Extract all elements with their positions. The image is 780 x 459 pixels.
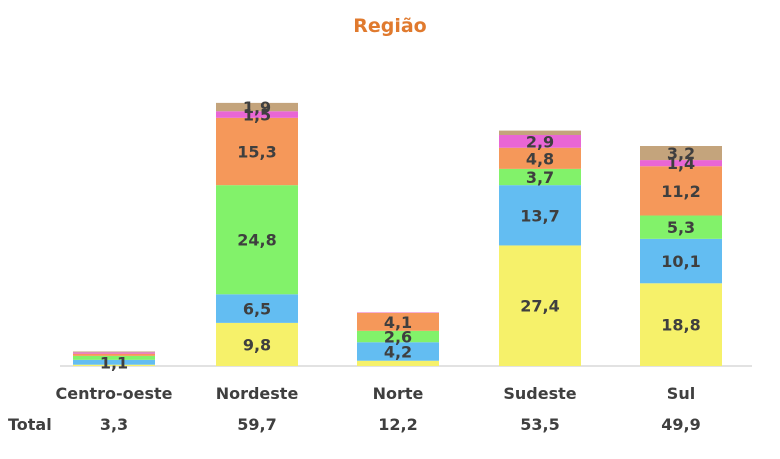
bar-segment-sul-5 <box>640 146 722 161</box>
segment-label-sul-5: 3,2 <box>667 144 695 163</box>
segment-label-norte-1: 4,2 <box>384 342 412 361</box>
segment-label-nordeste-2: 24,8 <box>237 231 276 250</box>
segment-label-nordeste-3: 15,3 <box>237 143 276 162</box>
segment-label-sul-1: 10,1 <box>661 252 700 271</box>
bar-segment-centro-oeste-2 <box>73 355 155 360</box>
bar-segment-sul-3 <box>640 166 722 216</box>
segment-label-norte-2: 2,6 <box>384 328 412 347</box>
category-label-sul: Sul <box>667 384 695 403</box>
segment-label-norte-3: 4,1 <box>384 313 412 332</box>
bar-segment-sudeste-3 <box>499 147 581 169</box>
bar-segment-centro-oeste-3 <box>73 353 155 356</box>
bars-group <box>73 102 722 366</box>
bar-segment-nordeste-2 <box>216 185 298 295</box>
bar-segment-norte-1 <box>357 342 439 361</box>
bar-segment-sudeste-4 <box>499 135 581 148</box>
segment-label-sudeste-3: 4,8 <box>526 149 554 168</box>
bar-segment-norte-2 <box>357 330 439 343</box>
total-value-norte: 12,2 <box>378 415 417 434</box>
category-labels-group: Centro-oeste Nordeste Norte Sudeste Sul <box>55 384 695 403</box>
bar-segment-sudeste-2 <box>499 168 581 186</box>
segment-label-sul-4: 1,4 <box>667 154 695 173</box>
segment-label-nordeste-1: 6,5 <box>243 300 271 319</box>
segment-label-nordeste-4: 1,5 <box>243 106 271 125</box>
bar-segment-sul-2 <box>640 215 722 239</box>
total-value-sul: 49,9 <box>661 415 700 434</box>
bar-segment-norte-3 <box>357 312 439 331</box>
total-value-centro-oeste: 3,3 <box>100 415 128 434</box>
bar-segment-centro-oeste-1 <box>73 359 155 365</box>
bar-segment-norte-0 <box>357 360 439 366</box>
bar-segment-sul-1 <box>640 238 722 284</box>
bar-segment-nordeste-5 <box>216 102 298 112</box>
bar-segment-sul-0 <box>640 283 722 366</box>
total-value-nordeste: 59,7 <box>237 415 276 434</box>
bar-segment-sudeste-5 <box>499 130 581 135</box>
bar-segment-nordeste-1 <box>216 294 298 323</box>
segment-label-sul-2: 5,3 <box>667 218 695 237</box>
segment-label-sudeste-2: 3,7 <box>526 168 554 187</box>
bar-segment-centro-oeste-5 <box>73 351 155 353</box>
segment-label-centro-oeste-1: 1,1 <box>100 353 128 372</box>
bar-segment-sul-4 <box>640 160 722 167</box>
category-label-norte: Norte <box>373 384 424 403</box>
segment-label-sudeste-0: 27,4 <box>520 297 559 316</box>
bar-segment-nordeste-4 <box>216 111 298 118</box>
chart-title: Região <box>353 15 427 37</box>
bar-segment-nordeste-3 <box>216 117 298 186</box>
total-value-sudeste: 53,5 <box>520 415 559 434</box>
bar-segment-centro-oeste-0 <box>73 364 155 366</box>
bar-segment-nordeste-0 <box>216 322 298 366</box>
total-row-label: Total <box>8 415 52 434</box>
totals-group: 3,3 59,7 12,2 53,5 49,9 <box>100 415 701 434</box>
segment-labels-group: 1,1 9,8 6,5 24,8 15,3 1,51,9 4,22,64,1 27,4 13,7… <box>100 98 701 372</box>
segment-label-nordeste-5: 1,9 <box>243 98 271 117</box>
bar-segment-centro-oeste-4 <box>73 352 155 354</box>
category-label-centro-oeste: Centro-oeste <box>55 384 172 403</box>
segment-label-nordeste-0: 9,8 <box>243 335 271 354</box>
bar-segment-sudeste-1 <box>499 185 581 246</box>
category-label-sudeste: Sudeste <box>503 384 576 403</box>
category-label-nordeste: Nordeste <box>216 384 299 403</box>
segment-label-sudeste-1: 13,7 <box>520 206 559 225</box>
bar-segment-sudeste-0 <box>499 245 581 366</box>
segment-label-sul-0: 18,8 <box>661 316 700 335</box>
segment-label-sudeste-4: 2,9 <box>526 132 554 151</box>
segment-label-sul-3: 11,2 <box>661 182 700 201</box>
